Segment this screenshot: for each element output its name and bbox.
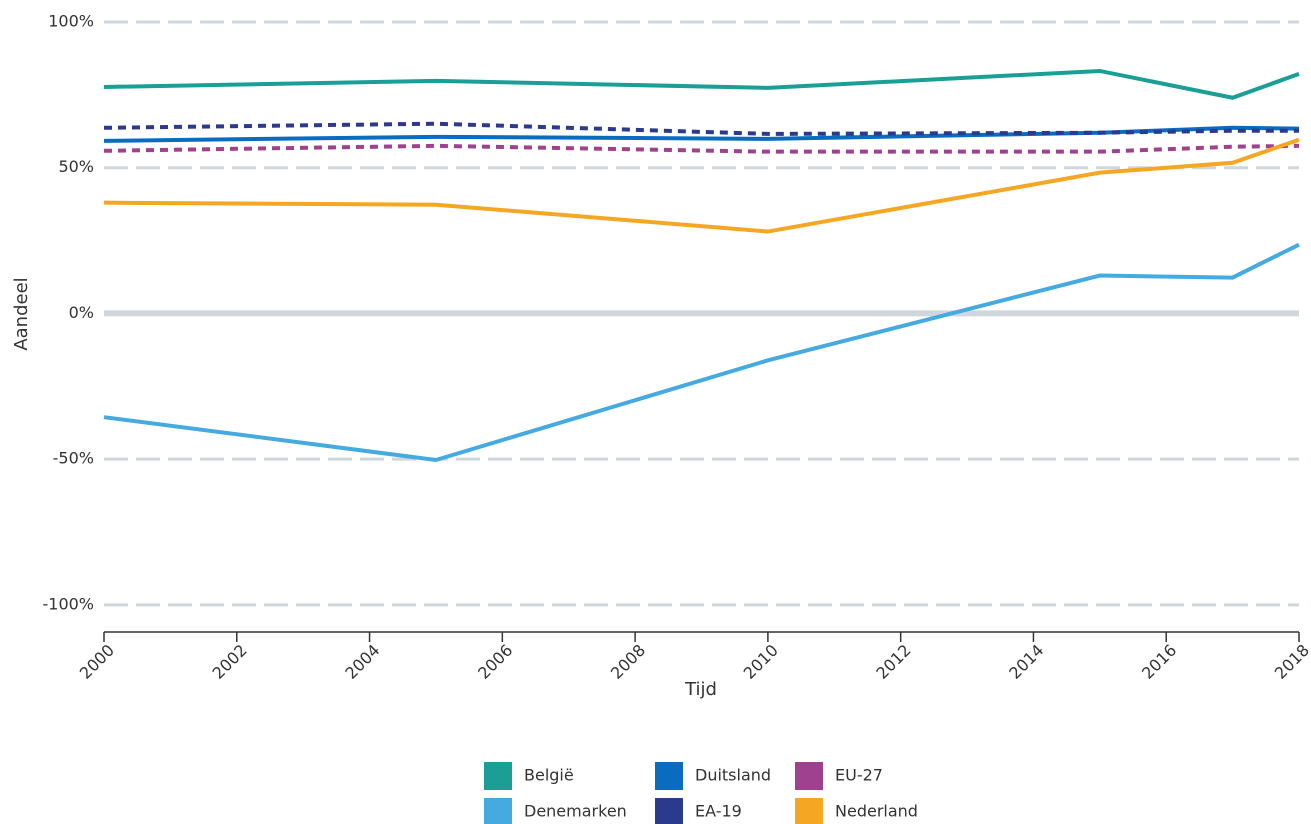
x-tick-label: 2014 (1005, 641, 1047, 683)
y-axis-title: Aandeel (11, 277, 32, 350)
y-tick-label: -100% (42, 594, 94, 613)
legend-swatch (655, 798, 683, 824)
legend-label: België (524, 766, 574, 785)
x-tick-label: 2004 (341, 641, 383, 683)
series-line (103, 143, 1300, 154)
x-tick-label: 2002 (209, 641, 251, 683)
legend-swatch (484, 762, 512, 790)
y-tick-label: 100% (48, 12, 94, 31)
legend-swatch (795, 798, 823, 824)
series-line (103, 242, 1300, 463)
x-tick-label: 2000 (76, 641, 118, 683)
legend-label: Denemarken (524, 802, 627, 821)
y-tick-label: -50% (53, 449, 94, 468)
legend-label: Nederland (835, 802, 918, 821)
legend-label: Duitsland (695, 766, 771, 785)
x-tick-label: 2018 (1271, 641, 1311, 683)
series-line (103, 121, 1299, 136)
x-tick-label: 2010 (740, 641, 782, 683)
series-line (103, 137, 1300, 234)
legend-swatch (484, 798, 512, 824)
x-tick-label: 2012 (872, 641, 914, 683)
y-tick-label: 0% (69, 303, 94, 322)
x-tick-label: 2008 (607, 641, 649, 683)
legend-label: EU-27 (835, 766, 883, 785)
series-line (103, 125, 1300, 143)
x-tick-label: 2006 (474, 641, 516, 683)
legend-label: EA-19 (695, 802, 742, 821)
series-line (103, 68, 1300, 100)
legend-swatch (795, 762, 823, 790)
x-tick-label: 2016 (1138, 641, 1180, 683)
x-axis-title: Tijd (684, 679, 717, 700)
legend-swatch (655, 762, 683, 790)
y-tick-label: 50% (58, 157, 94, 176)
